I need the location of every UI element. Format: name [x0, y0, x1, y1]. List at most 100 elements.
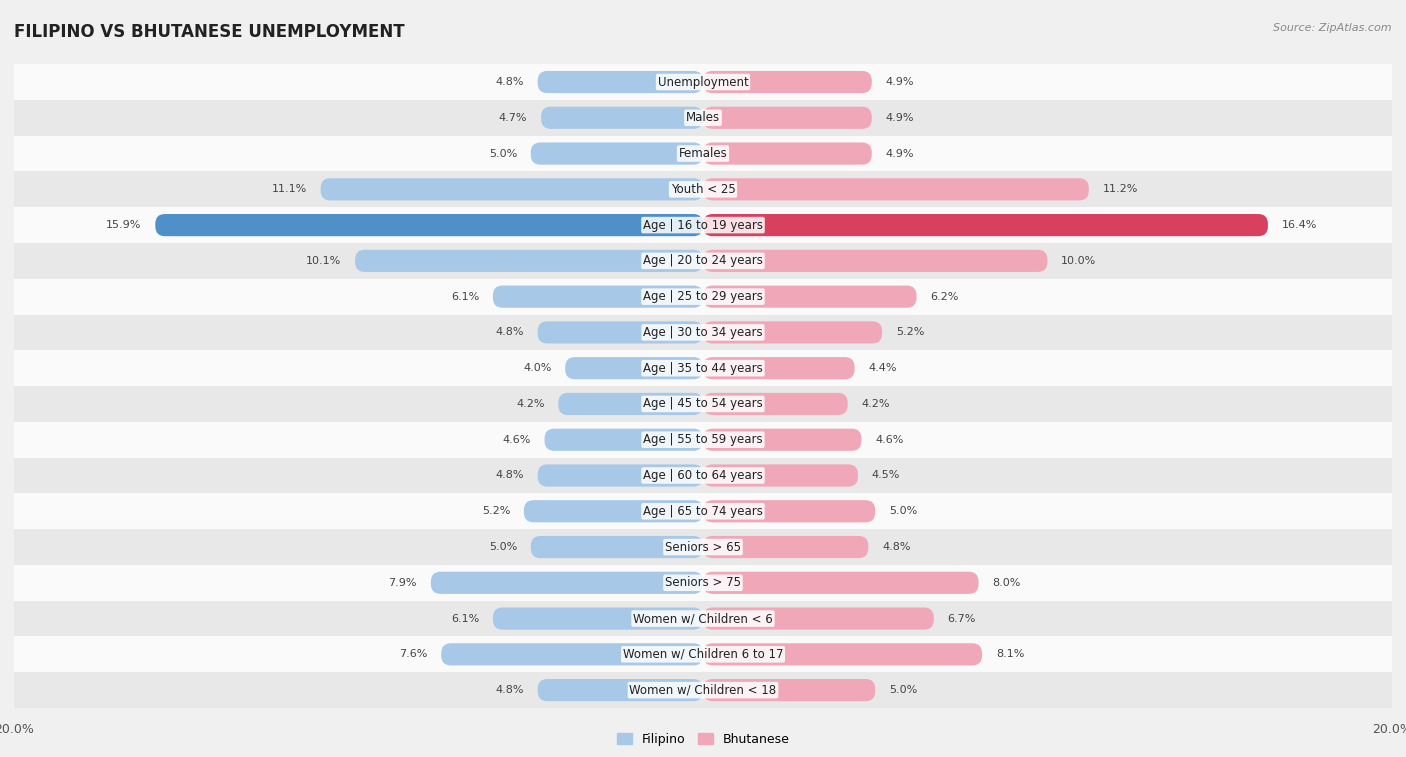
- Text: 8.0%: 8.0%: [993, 578, 1021, 587]
- Bar: [14, 637, 1392, 672]
- Text: Age | 25 to 29 years: Age | 25 to 29 years: [643, 290, 763, 303]
- Text: 7.9%: 7.9%: [388, 578, 418, 587]
- Text: 4.8%: 4.8%: [495, 471, 524, 481]
- FancyBboxPatch shape: [703, 679, 875, 701]
- Text: 16.4%: 16.4%: [1282, 220, 1317, 230]
- Text: Age | 30 to 34 years: Age | 30 to 34 years: [643, 326, 763, 339]
- FancyBboxPatch shape: [494, 607, 703, 630]
- Text: 6.7%: 6.7%: [948, 614, 976, 624]
- Bar: [14, 314, 1392, 350]
- Text: Unemployment: Unemployment: [658, 76, 748, 89]
- Text: Females: Females: [679, 147, 727, 160]
- Text: 4.2%: 4.2%: [516, 399, 544, 409]
- FancyBboxPatch shape: [321, 178, 703, 201]
- Text: 5.0%: 5.0%: [889, 506, 917, 516]
- Text: 4.8%: 4.8%: [882, 542, 911, 552]
- FancyBboxPatch shape: [703, 250, 1047, 272]
- Bar: [14, 458, 1392, 494]
- Bar: [14, 601, 1392, 637]
- Text: 4.8%: 4.8%: [495, 328, 524, 338]
- FancyBboxPatch shape: [524, 500, 703, 522]
- Bar: [14, 529, 1392, 565]
- FancyBboxPatch shape: [703, 607, 934, 630]
- FancyBboxPatch shape: [703, 572, 979, 594]
- Text: Seniors > 75: Seniors > 75: [665, 576, 741, 589]
- Text: Women w/ Children < 18: Women w/ Children < 18: [630, 684, 776, 696]
- Text: 10.0%: 10.0%: [1062, 256, 1097, 266]
- Text: 4.6%: 4.6%: [502, 435, 531, 444]
- Text: 5.2%: 5.2%: [482, 506, 510, 516]
- Text: 4.6%: 4.6%: [875, 435, 904, 444]
- Text: 4.8%: 4.8%: [495, 685, 524, 695]
- Text: 6.1%: 6.1%: [451, 291, 479, 301]
- Text: Males: Males: [686, 111, 720, 124]
- FancyBboxPatch shape: [441, 643, 703, 665]
- FancyBboxPatch shape: [703, 536, 869, 558]
- Bar: [14, 100, 1392, 136]
- Bar: [14, 243, 1392, 279]
- Text: Seniors > 65: Seniors > 65: [665, 540, 741, 553]
- Text: Age | 45 to 54 years: Age | 45 to 54 years: [643, 397, 763, 410]
- Text: Age | 55 to 59 years: Age | 55 to 59 years: [643, 433, 763, 446]
- FancyBboxPatch shape: [703, 393, 848, 415]
- Text: Women w/ Children 6 to 17: Women w/ Children 6 to 17: [623, 648, 783, 661]
- Text: Age | 60 to 64 years: Age | 60 to 64 years: [643, 469, 763, 482]
- FancyBboxPatch shape: [537, 679, 703, 701]
- Bar: [14, 422, 1392, 458]
- Text: 8.1%: 8.1%: [995, 650, 1024, 659]
- FancyBboxPatch shape: [531, 536, 703, 558]
- Text: Age | 16 to 19 years: Age | 16 to 19 years: [643, 219, 763, 232]
- Text: Age | 20 to 24 years: Age | 20 to 24 years: [643, 254, 763, 267]
- Text: 4.9%: 4.9%: [886, 77, 914, 87]
- Text: 4.7%: 4.7%: [499, 113, 527, 123]
- Bar: [14, 207, 1392, 243]
- Text: 4.2%: 4.2%: [862, 399, 890, 409]
- FancyBboxPatch shape: [565, 357, 703, 379]
- FancyBboxPatch shape: [703, 500, 875, 522]
- FancyBboxPatch shape: [703, 178, 1088, 201]
- FancyBboxPatch shape: [537, 71, 703, 93]
- Text: 10.1%: 10.1%: [307, 256, 342, 266]
- FancyBboxPatch shape: [703, 357, 855, 379]
- Text: 4.4%: 4.4%: [869, 363, 897, 373]
- Text: FILIPINO VS BHUTANESE UNEMPLOYMENT: FILIPINO VS BHUTANESE UNEMPLOYMENT: [14, 23, 405, 41]
- Text: 11.2%: 11.2%: [1102, 185, 1137, 195]
- FancyBboxPatch shape: [356, 250, 703, 272]
- FancyBboxPatch shape: [703, 142, 872, 165]
- FancyBboxPatch shape: [541, 107, 703, 129]
- Bar: [14, 171, 1392, 207]
- Text: Age | 35 to 44 years: Age | 35 to 44 years: [643, 362, 763, 375]
- Text: 6.2%: 6.2%: [931, 291, 959, 301]
- Text: 5.0%: 5.0%: [889, 685, 917, 695]
- Text: 5.0%: 5.0%: [489, 542, 517, 552]
- Bar: [14, 494, 1392, 529]
- Bar: [14, 136, 1392, 171]
- FancyBboxPatch shape: [703, 285, 917, 308]
- Text: Source: ZipAtlas.com: Source: ZipAtlas.com: [1274, 23, 1392, 33]
- Bar: [14, 672, 1392, 708]
- FancyBboxPatch shape: [703, 643, 981, 665]
- Text: 7.6%: 7.6%: [399, 650, 427, 659]
- FancyBboxPatch shape: [531, 142, 703, 165]
- FancyBboxPatch shape: [537, 321, 703, 344]
- Bar: [14, 64, 1392, 100]
- FancyBboxPatch shape: [544, 428, 703, 451]
- Text: 15.9%: 15.9%: [105, 220, 142, 230]
- Text: 4.5%: 4.5%: [872, 471, 900, 481]
- Text: 5.0%: 5.0%: [489, 148, 517, 158]
- Bar: [14, 565, 1392, 601]
- Legend: Filipino, Bhutanese: Filipino, Bhutanese: [612, 728, 794, 751]
- FancyBboxPatch shape: [703, 107, 872, 129]
- FancyBboxPatch shape: [537, 464, 703, 487]
- Bar: [14, 350, 1392, 386]
- Text: Women w/ Children < 6: Women w/ Children < 6: [633, 612, 773, 625]
- FancyBboxPatch shape: [703, 321, 882, 344]
- Bar: [14, 279, 1392, 314]
- Text: 4.8%: 4.8%: [495, 77, 524, 87]
- Text: 11.1%: 11.1%: [271, 185, 307, 195]
- FancyBboxPatch shape: [703, 71, 872, 93]
- FancyBboxPatch shape: [430, 572, 703, 594]
- Text: 4.9%: 4.9%: [886, 148, 914, 158]
- FancyBboxPatch shape: [703, 214, 1268, 236]
- FancyBboxPatch shape: [703, 464, 858, 487]
